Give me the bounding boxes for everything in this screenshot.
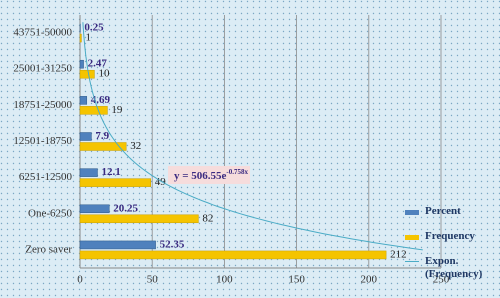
- data-label: 12.1: [101, 166, 120, 178]
- bar: [79, 96, 88, 105]
- data-label: 212: [390, 248, 407, 260]
- data-label: 1: [85, 32, 91, 44]
- x-tick-label: 250: [433, 274, 450, 286]
- legend-item: Percent: [405, 205, 495, 218]
- bar: [79, 178, 152, 187]
- data-label: 2.47: [88, 58, 108, 70]
- bar: [79, 204, 110, 214]
- x-tick-label: 150: [288, 274, 305, 286]
- legend-swatch: [405, 261, 419, 262]
- y-tick-label: One-6250: [28, 207, 72, 219]
- x-tick-label: 50: [147, 274, 159, 286]
- bar: [79, 132, 92, 141]
- legend-item: Expon. (Frequency): [405, 255, 495, 281]
- x-tick-label: 100: [216, 274, 233, 286]
- x-tick-label: 200: [361, 274, 378, 286]
- data-label: 7.9: [95, 130, 109, 142]
- y-tick-label: 6251-12500: [19, 171, 73, 183]
- bar: [79, 59, 84, 69]
- bar: [79, 33, 82, 43]
- annotation-box: [168, 166, 250, 184]
- bar: [79, 142, 127, 151]
- data-label: 20.25: [113, 202, 138, 214]
- annotation-text: y = 506.55e: [174, 170, 227, 182]
- y-tick-label: 25001-31250: [13, 63, 72, 75]
- y-tick-label: 18751-25000: [13, 99, 72, 111]
- legend-swatch: [405, 210, 419, 215]
- legend-label: Frequency: [425, 230, 475, 242]
- bar: [79, 168, 98, 177]
- bar: [79, 106, 108, 115]
- data-label: 52.35: [160, 238, 185, 250]
- annotation: y = 506.55e-0.758x: [174, 168, 248, 182]
- data-label: 10: [98, 68, 110, 80]
- x-tick-label: 0: [77, 274, 83, 286]
- bar: [79, 250, 387, 260]
- trendline: [82, 22, 423, 251]
- legend-swatch: [405, 235, 419, 240]
- legend-item: Frequency: [405, 230, 495, 243]
- bar: [79, 69, 95, 79]
- legend-label: Percent: [425, 205, 461, 217]
- legend: Percent Frequency Expon. (Frequency): [405, 205, 495, 293]
- data-label: 49: [155, 176, 167, 188]
- data-label: 82: [202, 212, 213, 224]
- y-tick-label: 43751-50000: [13, 27, 72, 39]
- data-label: 0.25: [84, 22, 104, 34]
- y-tick-label: 12501-18750: [13, 135, 72, 147]
- data-label: 32: [130, 140, 141, 152]
- data-label: 19: [111, 104, 123, 116]
- y-tick-label: Zero saver: [25, 243, 72, 255]
- bar: [79, 214, 199, 224]
- annotation-exponent: -0.758x: [226, 168, 248, 176]
- bar: [79, 240, 156, 250]
- legend-label: Expon. (Frequency): [425, 255, 483, 280]
